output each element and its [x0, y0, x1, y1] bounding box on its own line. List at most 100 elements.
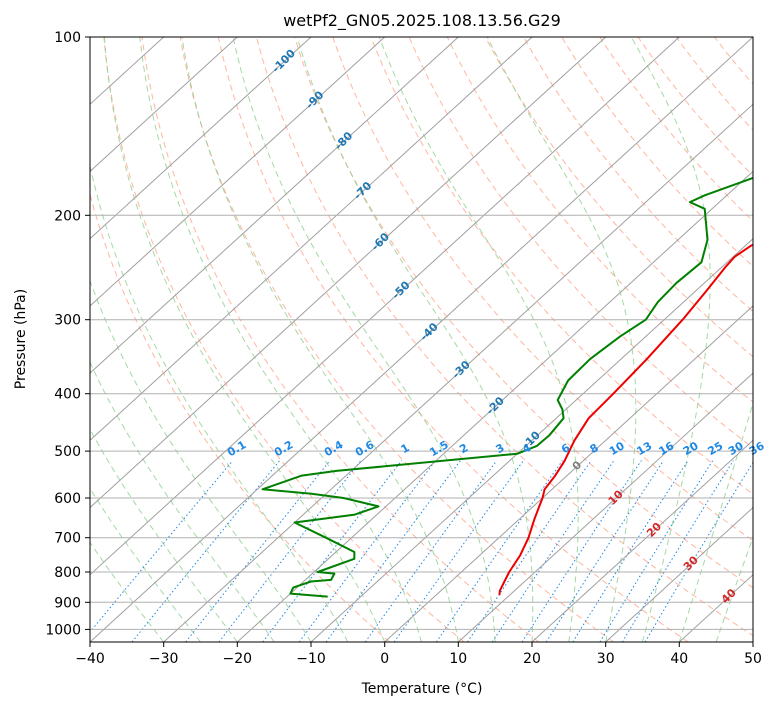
dry-adiabat — [294, 37, 753, 589]
isotherm — [457, 372, 753, 642]
y-tick-label: 100 — [54, 30, 81, 46]
dry-adiabat — [675, 37, 753, 131]
isotherm — [163, 103, 753, 642]
isotherm — [531, 439, 753, 642]
background-lines — [90, 37, 753, 642]
x-tick-label: 0 — [380, 651, 389, 667]
mixing-ratio-line — [491, 460, 615, 642]
x-tick-label: 40 — [670, 651, 688, 667]
isotherm — [90, 37, 533, 442]
mixing-ratio-line — [298, 460, 436, 642]
moist-adiabat — [296, 37, 534, 642]
moist-adiabat — [630, 37, 711, 642]
mixing-ratio-label: 1 — [399, 441, 412, 456]
mixing-ratio-label: 1.5 — [427, 438, 450, 459]
x-tick-label: 20 — [523, 651, 541, 667]
moist-adiabat — [90, 428, 238, 642]
dry-adiabat — [714, 37, 753, 85]
x-tick-label: 10 — [449, 651, 467, 667]
dewpoint-profile — [261, 176, 753, 598]
mixing-ratio-label: 2 — [457, 441, 470, 456]
y-tick-label: 600 — [54, 491, 81, 507]
moist-adiabat — [378, 37, 579, 642]
moist-adiabat — [232, 37, 496, 642]
x-tick-label: 30 — [597, 651, 615, 667]
mixing-ratio-line — [599, 460, 714, 642]
isotherm — [605, 506, 753, 642]
y-tick-label: 1000 — [45, 622, 81, 638]
dry-adiabat — [408, 37, 753, 449]
y-tick-label: 800 — [54, 565, 81, 581]
isotherm — [90, 37, 386, 307]
mixing-ratio-line — [364, 460, 498, 642]
moist-adiabat — [90, 487, 201, 642]
mixing-ratio-line — [467, 460, 592, 642]
isotherm — [90, 37, 607, 509]
mixing-ratio-label: 0.6 — [353, 438, 377, 459]
moist-adiabat — [486, 37, 637, 642]
mixing-ratio-line — [131, 460, 281, 642]
x-tick-label: −10 — [296, 651, 326, 667]
moist-adiabat — [181, 37, 459, 642]
mixing-ratio-label: 25 — [706, 439, 726, 458]
dry-adiabat — [217, 37, 689, 642]
isotherm — [90, 37, 680, 576]
mixing-ratio-label: 0.1 — [225, 438, 248, 459]
isotherm — [310, 237, 753, 642]
mixing-ratio-label: 13 — [634, 439, 654, 458]
dry-adiabat — [523, 37, 753, 313]
dry-adiabat — [637, 37, 753, 177]
mixing-ratio-line — [621, 460, 734, 642]
mixing-ratio-line — [521, 460, 642, 642]
x-tick-label: 50 — [744, 651, 762, 667]
temperature-profile — [498, 243, 753, 596]
isotherm — [90, 37, 238, 173]
axis-ticks: −40 −30 −20 −10 0 10 20 30 40 50 100 200 300 400 500 60… — [45, 30, 762, 667]
moist-adiabat — [103, 37, 386, 642]
dry-adiabat — [446, 37, 753, 403]
y-axis-label: Pressure (hPa) — [13, 289, 29, 389]
dry-adiabat — [561, 37, 753, 267]
mixing-ratio-line — [90, 460, 234, 633]
y-tick-label: 300 — [54, 313, 81, 329]
mixing-ratio-label: 0.2 — [272, 438, 295, 459]
isotherm-label: -100 — [269, 47, 298, 76]
plot-frame — [89, 36, 754, 643]
sounding-profiles — [261, 176, 753, 598]
moist-adiabat — [678, 401, 753, 642]
dry-adiabat — [103, 37, 465, 642]
dry-adiabat — [370, 37, 753, 495]
moist-adiabat — [715, 535, 753, 642]
mixing-ratio-line — [572, 460, 689, 642]
x-tick-label: −40 — [75, 651, 105, 667]
moist-adiabat — [90, 541, 165, 642]
isotherm — [90, 37, 459, 374]
moist-adiabat — [90, 279, 312, 642]
isotherm — [90, 37, 753, 642]
isotherm — [236, 170, 753, 642]
mixing-ratio-label: 8 — [588, 441, 601, 456]
y-tick-label: 900 — [54, 595, 81, 611]
mixing-ratio-label: 36 — [747, 439, 767, 458]
moist-adiabat — [139, 37, 422, 642]
isotherm — [384, 305, 753, 642]
x-tick-label: −20 — [223, 651, 253, 667]
mixing-ratio-line — [545, 460, 665, 642]
mixing-ratio-line — [644, 461, 753, 642]
isotherm — [90, 37, 312, 240]
line-annotations: 0.1 0.2 0.4 0.6 1 1.5 2 3 4 6 8 10 13 16 20 25 30 36-100-… — [225, 47, 767, 607]
dry-adiabat — [179, 37, 614, 642]
moist-adiabat — [90, 361, 275, 642]
mixing-ratio-label: 10 — [607, 439, 627, 458]
dry-adiabat — [90, 192, 390, 642]
chart-title: wetPf2_GN05.2025.108.13.56.G29 — [283, 11, 561, 31]
dry-adiabat — [484, 37, 753, 358]
y-tick-label: 200 — [54, 208, 81, 224]
mixing-ratio-line — [325, 460, 461, 642]
x-tick-label: −30 — [149, 651, 179, 667]
y-tick-label: 400 — [54, 387, 81, 403]
y-tick-label: 500 — [54, 444, 81, 460]
mixing-ratio-line — [435, 460, 563, 642]
dry-adiabat — [141, 37, 540, 642]
